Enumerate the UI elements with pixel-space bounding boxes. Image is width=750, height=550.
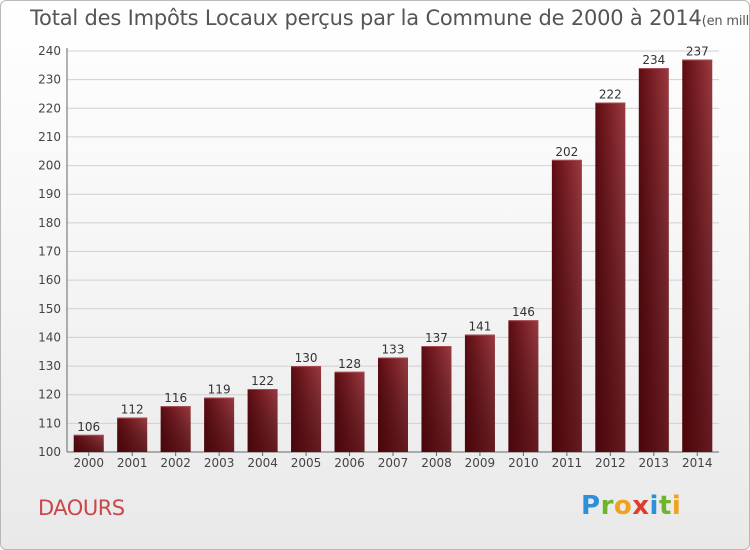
- x-tick-label: 2013: [639, 456, 670, 470]
- bar-shade-2011: [551, 159, 582, 453]
- chart-title: Total des Impôts Locaux perçus par la Co…: [30, 6, 750, 30]
- data-label-2001: 112: [121, 403, 144, 417]
- logo-letter: i: [671, 491, 682, 521]
- x-tick-label: 2003: [204, 456, 235, 470]
- bar-shade-2006: [334, 371, 365, 452]
- bar-shade-2002: [160, 406, 191, 452]
- y-tick-label: 100: [38, 445, 61, 459]
- data-label-2009: 141: [468, 320, 491, 334]
- x-tick-label: 2005: [291, 456, 322, 470]
- data-label-2011: 202: [555, 145, 578, 159]
- y-tick-label: 230: [38, 73, 61, 87]
- bar-shade-2003: [204, 397, 235, 452]
- data-label-2006: 128: [338, 357, 361, 371]
- y-tick-label: 210: [38, 130, 61, 144]
- x-tick-label: 2014: [682, 456, 713, 470]
- y-tick-label: 160: [38, 273, 61, 287]
- bar-shade-2000: [73, 434, 104, 452]
- y-tick-label: 130: [38, 359, 61, 373]
- logo-letter: t: [658, 491, 672, 521]
- y-tick-label: 190: [38, 187, 61, 201]
- x-tick-label: 2004: [247, 456, 278, 470]
- bar-shade-2008: [421, 346, 452, 452]
- data-label-2000: 106: [77, 420, 100, 434]
- y-tick-label: 150: [38, 302, 61, 316]
- logo-letter: P: [581, 491, 601, 521]
- data-label-2013: 234: [642, 53, 665, 67]
- logo-letter: i: [649, 491, 659, 521]
- data-label-2008: 137: [425, 331, 448, 345]
- x-tick-label: 2001: [117, 456, 148, 470]
- logo-letter: r: [600, 491, 614, 521]
- data-label-2004: 122: [251, 374, 274, 388]
- bar-shade-2012: [595, 102, 626, 453]
- logo-letter: o: [613, 491, 633, 521]
- x-tick-label: 2007: [378, 456, 409, 470]
- x-tick-label: 2010: [508, 456, 539, 470]
- y-tick-label: 140: [38, 330, 61, 344]
- commune-name: DAOURS: [38, 496, 125, 520]
- data-label-2010: 146: [512, 305, 535, 319]
- data-label-2005: 130: [295, 351, 318, 365]
- bar-shade-2007: [378, 357, 408, 452]
- bar-shade-2005: [291, 366, 322, 452]
- data-label-2007: 133: [382, 342, 405, 356]
- y-tick-label: 240: [38, 44, 61, 58]
- bar-shade-2009: [464, 334, 495, 452]
- y-tick-label: 200: [38, 159, 61, 173]
- data-label-2003: 119: [208, 383, 231, 397]
- x-tick-label: 2002: [160, 456, 191, 470]
- x-tick-label: 2000: [73, 456, 104, 470]
- y-tick-label: 120: [38, 388, 61, 402]
- bar-shade-2004: [247, 388, 278, 452]
- y-tick-label: 220: [38, 101, 61, 115]
- x-tick-label: 2009: [465, 456, 496, 470]
- x-tick-label: 2006: [334, 456, 365, 470]
- data-label-2002: 116: [164, 391, 187, 405]
- proxiti-logo: Proxiti: [581, 491, 681, 521]
- x-tick-label: 2008: [421, 456, 452, 470]
- logo-letter: x: [632, 491, 650, 521]
- bar-shade-2010: [508, 320, 539, 452]
- x-tick-label: 2012: [595, 456, 626, 470]
- x-tick-label: 2011: [552, 456, 583, 470]
- bar-shade-2001: [117, 417, 148, 452]
- data-label-2012: 222: [599, 88, 622, 102]
- y-tick-label: 180: [38, 216, 61, 230]
- y-tick-label: 170: [38, 245, 61, 259]
- bar-shade-2014: [682, 59, 713, 452]
- y-tick-label: 110: [38, 416, 61, 430]
- bar-shade-2013: [638, 68, 669, 452]
- chart-unit: (en milliers d'€): [701, 14, 750, 29]
- data-label-2014: 237: [686, 45, 709, 59]
